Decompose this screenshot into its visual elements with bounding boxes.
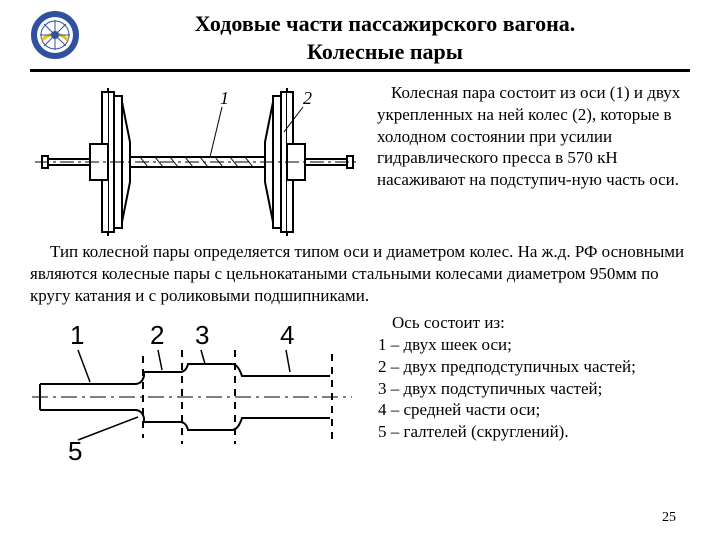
axis-item-4: 4 – средней части оси; bbox=[378, 399, 636, 421]
paragraph1: Колесная пара состоит из оси (1) и двух … bbox=[377, 82, 690, 237]
axle-diagram: 1 2 3 4 5 bbox=[30, 312, 360, 462]
axis-item-2: 2 – двух предподступичных частей; bbox=[378, 356, 636, 378]
row-diagram1: 1 2 Колесная пара состоит из оси (1) и д… bbox=[30, 82, 690, 237]
diagram2-label-2: 2 bbox=[150, 320, 164, 350]
diagram1-label-2: 2 bbox=[303, 88, 312, 108]
page-title: Ходовые части пассажирского вагона. Коле… bbox=[80, 10, 690, 65]
paragraph2: Тип колесной пары определяется типом оси… bbox=[30, 241, 690, 306]
diagram1-label-1: 1 bbox=[220, 88, 229, 108]
axis-list-header: Ось состоит из: bbox=[378, 312, 636, 334]
logo-emblem bbox=[30, 10, 80, 60]
row-diagram2: 1 2 3 4 5 Ось состоит из: 1 – д bbox=[30, 312, 690, 462]
axis-item-1: 1 – двух шеек оси; bbox=[378, 334, 636, 356]
diagram2-label-4: 4 bbox=[280, 320, 294, 350]
title-line2: Колесные пары bbox=[80, 38, 690, 66]
axis-item-3: 3 – двух подступичных частей; bbox=[378, 378, 636, 400]
title-line1: Ходовые части пассажирского вагона. bbox=[80, 10, 690, 38]
diagram2-label-3: 3 bbox=[195, 320, 209, 350]
wheelset-diagram: 1 2 bbox=[30, 82, 365, 237]
axis-item-5: 5 – галтелей (скруглений). bbox=[378, 421, 636, 443]
page-number: 25 bbox=[662, 510, 676, 526]
header: Ходовые части пассажирского вагона. Коле… bbox=[30, 10, 690, 72]
diagram2-label-1: 1 bbox=[70, 320, 84, 350]
axis-list: Ось состоит из: 1 – двух шеек оси; 2 – д… bbox=[378, 312, 636, 462]
